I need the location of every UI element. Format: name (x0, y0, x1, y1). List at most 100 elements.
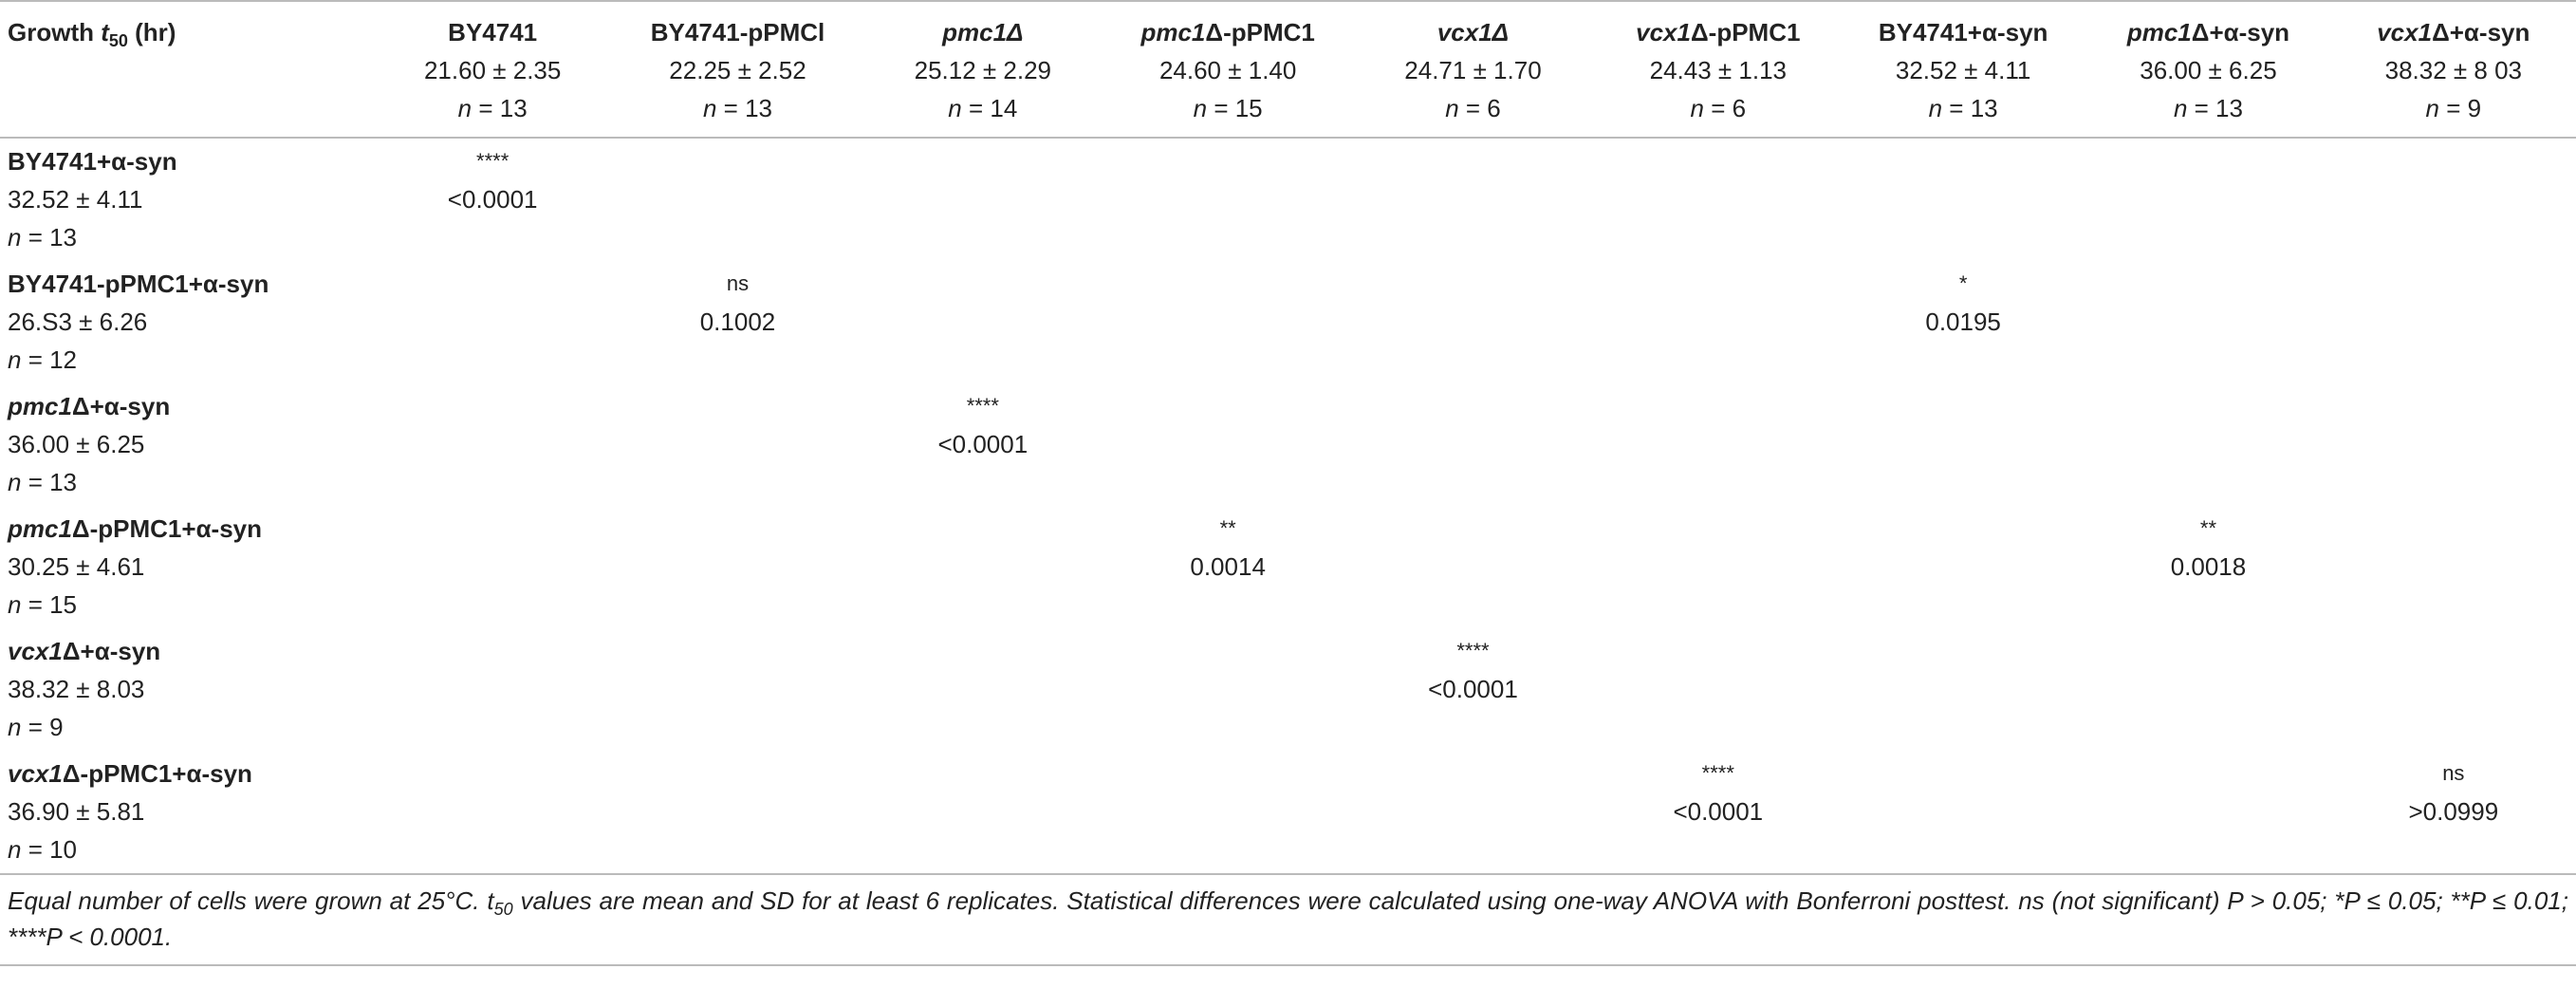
table-cell (370, 628, 615, 751)
row-name-part: Δ+α-syn (71, 392, 171, 420)
row-name-part: BY4741+α-syn (8, 147, 177, 176)
column-mean-sd: 22.25 ± 2.52 (669, 56, 806, 84)
column-n: n = 6 (1350, 89, 1595, 127)
row-mean-sd: 30.25 ± 4.61 (8, 552, 145, 581)
column-n: n = 14 (861, 89, 1105, 127)
data-table: Growth t50 (hr) BY4741 21.60 ± 2.35 n = 13 B… (0, 0, 2576, 875)
column-n-text: n = 15 (1193, 94, 1263, 122)
table-cell (861, 138, 1105, 261)
significance-stars: ns (2442, 761, 2465, 785)
column-name-part: pmc1 (942, 18, 1008, 47)
column-name-part: Δ (1007, 18, 1024, 47)
header-row: Growth t50 (hr) BY4741 21.60 ± 2.35 n = 13 B… (0, 1, 2576, 139)
column-n-text: n = 6 (1690, 94, 1747, 122)
column-name: pmc1Δ (861, 13, 1105, 51)
row-name: pmc1Δ-pPMC1+α-syn (8, 510, 370, 548)
significance-stars: ns (726, 271, 750, 295)
table-cell (2331, 506, 2576, 628)
column-name-part: vcx1 (1636, 18, 1691, 47)
table-cell (1350, 383, 1595, 506)
table-row: BY4741-pPMC1+α-syn 26.S3 ± 6.26 n = 12 ns 0.… (0, 261, 2576, 383)
column-n-text: n = 6 (1445, 94, 1501, 122)
p-value: <0.0001 (937, 430, 1029, 458)
column-name: BY4741-pPMCl (615, 13, 860, 51)
row-name: vcx1Δ-pPMC1+α-syn (8, 755, 370, 792)
row-name-part: BY4741-pPMC1+α-syn (8, 270, 269, 298)
column-n-text: n = 13 (2173, 94, 2243, 122)
table-cell (861, 628, 1105, 751)
table-cell (370, 261, 615, 383)
corner-text: 50 (108, 31, 128, 50)
table-cell: **** <0.0001 (370, 138, 615, 261)
corner-text: Growth (8, 18, 102, 47)
column-name: vcx1Δ-pPMC1 (1596, 13, 1841, 51)
row-n-text: n = 13 (8, 468, 78, 496)
row-name-part: Δ+α-syn (62, 637, 161, 665)
column-name-part: vcx1 (1436, 18, 1492, 47)
row-header: pmc1Δ+α-syn 36.00 ± 6.25 n = 13 (0, 383, 370, 506)
column-mean-sd: 25.12 ± 2.29 (914, 56, 1052, 84)
row-name-part: pmc1 (8, 392, 72, 420)
row-header: pmc1Δ-pPMC1+α-syn 30.25 ± 4.61 n = 15 (0, 506, 370, 628)
table-cell (2331, 628, 2576, 751)
p-value: <0.0001 (1428, 675, 1518, 703)
table-row: pmc1Δ+α-syn 36.00 ± 6.25 n = 13 **** <0.0001 (0, 383, 2576, 506)
row-name-part: Δ-pPMC1+α-syn (62, 759, 252, 788)
column-name-part: pmc1 (2126, 18, 2192, 47)
column-header: pmc1Δ+α-syn 36.00 ± 6.25 n = 13 (2085, 1, 2331, 139)
row-header: vcx1Δ+α-syn 38.32 ± 8.03 n = 9 (0, 628, 370, 751)
row-n: n = 12 (8, 341, 370, 379)
column-n: n = 6 (1596, 89, 1841, 127)
column-header: pmc1Δ 25.12 ± 2.29 n = 14 (860, 1, 1105, 139)
table-cell (2331, 138, 2576, 261)
column-n-text: n = 13 (702, 94, 772, 122)
table-cell (861, 506, 1105, 628)
table-cell: ** 0.0018 (2085, 506, 2330, 628)
row-name: BY4741+α-syn (8, 142, 370, 180)
row-mean-sd: 36.00 ± 6.25 (8, 430, 145, 458)
significance-stars: **** (476, 149, 510, 173)
column-n: n = 13 (615, 89, 860, 127)
significance-stars: **** (1701, 761, 1734, 785)
column-header: BY4741+α-syn 32.52 ± 4.11 n = 13 (1840, 1, 2086, 139)
table-cell (2331, 261, 2576, 383)
column-mean-sd: 24.43 ± 1.13 (1649, 56, 1787, 84)
table-cell (1105, 383, 1350, 506)
p-value: <0.0001 (1673, 797, 1764, 826)
p-value: <0.0001 (447, 185, 538, 214)
column-mean-sd: 36.00 ± 6.25 (2140, 56, 2277, 84)
table-cell (2331, 383, 2576, 506)
table-row: pmc1Δ-pPMC1+α-syn 30.25 ± 4.61 n = 15 ** 0.0… (0, 506, 2576, 628)
row-n: n = 13 (8, 218, 370, 256)
table-row: BY4741+α-syn 32.52 ± 4.11 n = 13 **** <0.000… (0, 138, 2576, 261)
table-cell (370, 506, 615, 628)
table-cell (1350, 261, 1595, 383)
row-name-part: vcx1 (8, 637, 63, 665)
row-n-text: n = 13 (8, 223, 78, 252)
row-name: BY4741-pPMC1+α-syn (8, 265, 370, 303)
p-value: >0.0999 (2408, 797, 2499, 826)
row-name: pmc1Δ+α-syn (8, 387, 370, 425)
column-mean-sd: 24.71 ± 1.70 (1404, 56, 1542, 84)
column-name-part: pmc1 (1140, 18, 1206, 47)
table-cell: * 0.0195 (1841, 261, 2085, 383)
column-name: BY4741+α-syn (1841, 13, 2085, 51)
column-mean-sd: 32.52 ± 4.11 (1895, 56, 2031, 84)
column-mean-sd: 38.32 ± 8 03 (2384, 56, 2522, 84)
footnote-text: Equal number of cells were grown at 25°C… (8, 886, 494, 915)
column-n-text: n = 13 (1928, 94, 1998, 122)
table-cell (1596, 628, 1841, 751)
row-n-text: n = 15 (8, 590, 78, 619)
column-name-part: BY4741+α-syn (1878, 18, 2048, 47)
table-cell (1841, 383, 2085, 506)
row-mean-sd: 38.32 ± 8.03 (8, 675, 145, 703)
p-value: 0.0018 (2170, 552, 2247, 581)
p-value: 0.0014 (1190, 552, 1266, 581)
significance-stars: * (1958, 271, 1968, 295)
column-name: pmc1Δ+α-syn (2085, 13, 2330, 51)
column-name-part: Δ+α-syn (2191, 18, 2290, 47)
p-value: 0.1002 (699, 308, 776, 336)
row-header: BY4741-pPMC1+α-syn 26.S3 ± 6.26 n = 12 (0, 261, 370, 383)
corner-text: (hr) (127, 18, 176, 47)
